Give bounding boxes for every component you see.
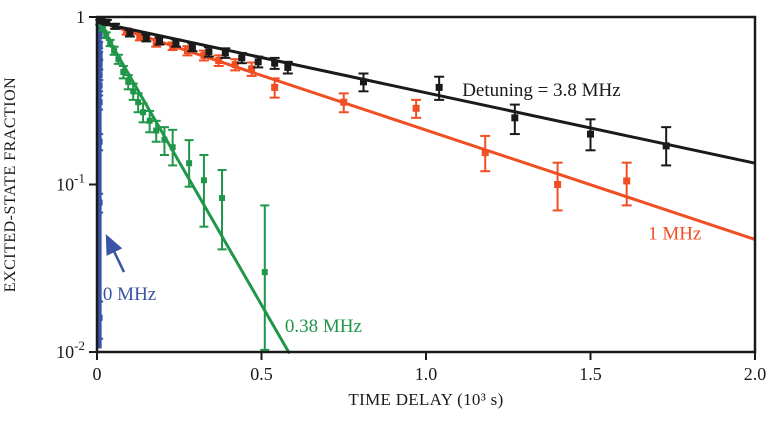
- data-point: [103, 18, 111, 26]
- data-point: [200, 51, 208, 59]
- data-point: [623, 177, 631, 185]
- data-point: [261, 269, 268, 276]
- plot-frame: [95, 15, 757, 354]
- x-axis: 0 0.5 1.0 1.5 2.0: [93, 352, 767, 384]
- data-point: [140, 109, 147, 116]
- data-point: [587, 130, 594, 138]
- data-point: [111, 47, 118, 54]
- series-detuning-3.8-mhz: [95, 16, 756, 167]
- data-point: [186, 160, 193, 167]
- data-point: [359, 78, 367, 86]
- data-point: [412, 104, 420, 112]
- data-point: [156, 37, 164, 45]
- data-point: [103, 32, 110, 39]
- x-tick-label: 0.5: [250, 364, 273, 384]
- data-point: [271, 59, 279, 67]
- data-point: [135, 99, 142, 106]
- series-1-mhz: [96, 19, 756, 241]
- data-point: [511, 114, 519, 122]
- x-tick-label: 2.0: [744, 364, 767, 384]
- data-point: [96, 314, 103, 321]
- data-point: [97, 16, 105, 24]
- data-point: [219, 195, 226, 202]
- data-point: [115, 56, 122, 63]
- x-tick-label: 0: [93, 364, 102, 384]
- data-point: [96, 32, 103, 39]
- data-point: [96, 52, 103, 59]
- data-point: [96, 42, 103, 49]
- data-point: [136, 33, 144, 41]
- y-axis: 1 10-1 10-2: [56, 7, 97, 362]
- data-point: [221, 49, 229, 57]
- data-point: [130, 88, 137, 95]
- data-point: [111, 22, 119, 30]
- data-point: [188, 43, 196, 51]
- data-point: [107, 39, 114, 46]
- data-point: [231, 61, 239, 69]
- series-0.38-mhz: [95, 18, 291, 354]
- data-point: [215, 56, 223, 64]
- data-point: [96, 199, 103, 206]
- annotation-zero-mhz: 0 MHz: [103, 234, 156, 305]
- data-point: [96, 61, 103, 68]
- data-point: [153, 127, 160, 134]
- y-tick-label: 1: [76, 7, 85, 27]
- annotation-arrow: [105, 234, 126, 273]
- data-point: [142, 34, 150, 42]
- data-point: [146, 117, 153, 124]
- annotation-text: Detuning = 3.8 MHz: [462, 80, 620, 101]
- data-point: [205, 48, 213, 56]
- data-point: [238, 54, 246, 62]
- x-tick-label: 1.5: [579, 364, 602, 384]
- data-point: [99, 24, 106, 31]
- data-point: [284, 63, 292, 71]
- data-point: [554, 181, 562, 188]
- data-point: [125, 78, 132, 85]
- data-point: [172, 39, 180, 47]
- data-point: [169, 144, 176, 151]
- y-tick-label: 10-2: [56, 338, 85, 362]
- fit-line: [96, 19, 756, 241]
- data-point: [340, 98, 348, 106]
- fit-line: [96, 20, 756, 165]
- data-point: [96, 99, 103, 106]
- data-point: [161, 136, 168, 143]
- data-point: [96, 72, 103, 79]
- annotation-p38-mhz: 0.38 MHz: [285, 316, 362, 337]
- data-point: [435, 83, 443, 91]
- data-point: [271, 83, 279, 91]
- data-point: [120, 68, 127, 75]
- annotation-text: 1 MHz: [648, 223, 701, 244]
- annotation-text: 0 MHz: [103, 284, 156, 305]
- annotation-text: 0.38 MHz: [285, 316, 362, 337]
- data-point: [254, 58, 262, 66]
- x-axis-label: TIME DELAY (10³ s): [348, 390, 504, 409]
- annotation-one-mhz: 1 MHz: [648, 223, 701, 244]
- data-point: [126, 29, 134, 37]
- data-point: [662, 142, 670, 150]
- y-tick-label: 10-1: [56, 171, 85, 195]
- data-point: [96, 138, 103, 145]
- data-point: [96, 82, 103, 89]
- data-point: [248, 65, 256, 73]
- annotation-detuning: Detuning = 3.8 MHz: [462, 80, 620, 101]
- data-point: [481, 149, 489, 157]
- data-point: [200, 177, 207, 184]
- x-tick-label: 1.0: [415, 364, 438, 384]
- y-axis-label: EXCITED-STATE FRACTION: [2, 76, 19, 293]
